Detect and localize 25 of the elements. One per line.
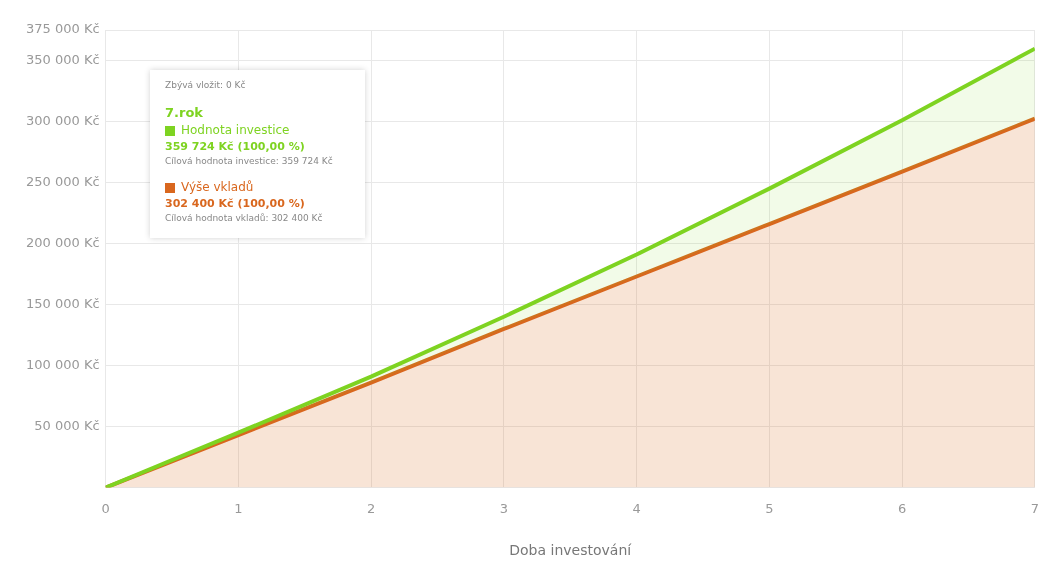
y-tick-label: 100 000 Kč <box>25 356 100 372</box>
x-tick-label: 2 <box>366 500 376 516</box>
x-axis-title: Doba investování <box>509 542 633 559</box>
x-tick-label: 1 <box>234 500 243 516</box>
y-tick-label: 200 000 Kč <box>25 234 100 250</box>
annotation: 359 724 Kč (100,00 %) <box>165 140 306 153</box>
x-tick-label: 6 <box>897 500 907 516</box>
y-tick-label: 250 000 Kč <box>25 173 100 189</box>
legend-label: Hodnota investice <box>181 123 290 137</box>
annotation: Cílová hodnota vkladů: 302 400 Kč <box>165 213 324 223</box>
x-tick-label: 7 <box>1030 500 1040 516</box>
y-tick-label: 375 000 Kč <box>25 21 100 37</box>
y-tick-label: 350 000 Kč <box>25 51 100 67</box>
x-tick-label: 4 <box>632 500 641 516</box>
legend-label: Výše vkladů <box>181 180 254 194</box>
annotation: Zbývá vložit: 0 Kč <box>164 79 247 92</box>
x-tick-label: 3 <box>499 500 508 516</box>
y-tick-label: 300 000 Kč <box>25 112 100 128</box>
annotation: 7.rok <box>165 105 204 120</box>
y-tick-label: 50 000 Kč <box>34 417 100 433</box>
annotation: Cílová hodnota investice: 359 724 Kč <box>165 156 334 166</box>
x-tick-label: 0 <box>101 500 110 516</box>
annotation: 302 400 Kč (100,00 %) <box>165 197 306 210</box>
x-tick-label: 5 <box>765 500 774 516</box>
y-tick-label: 150 000 Kč <box>25 295 100 311</box>
